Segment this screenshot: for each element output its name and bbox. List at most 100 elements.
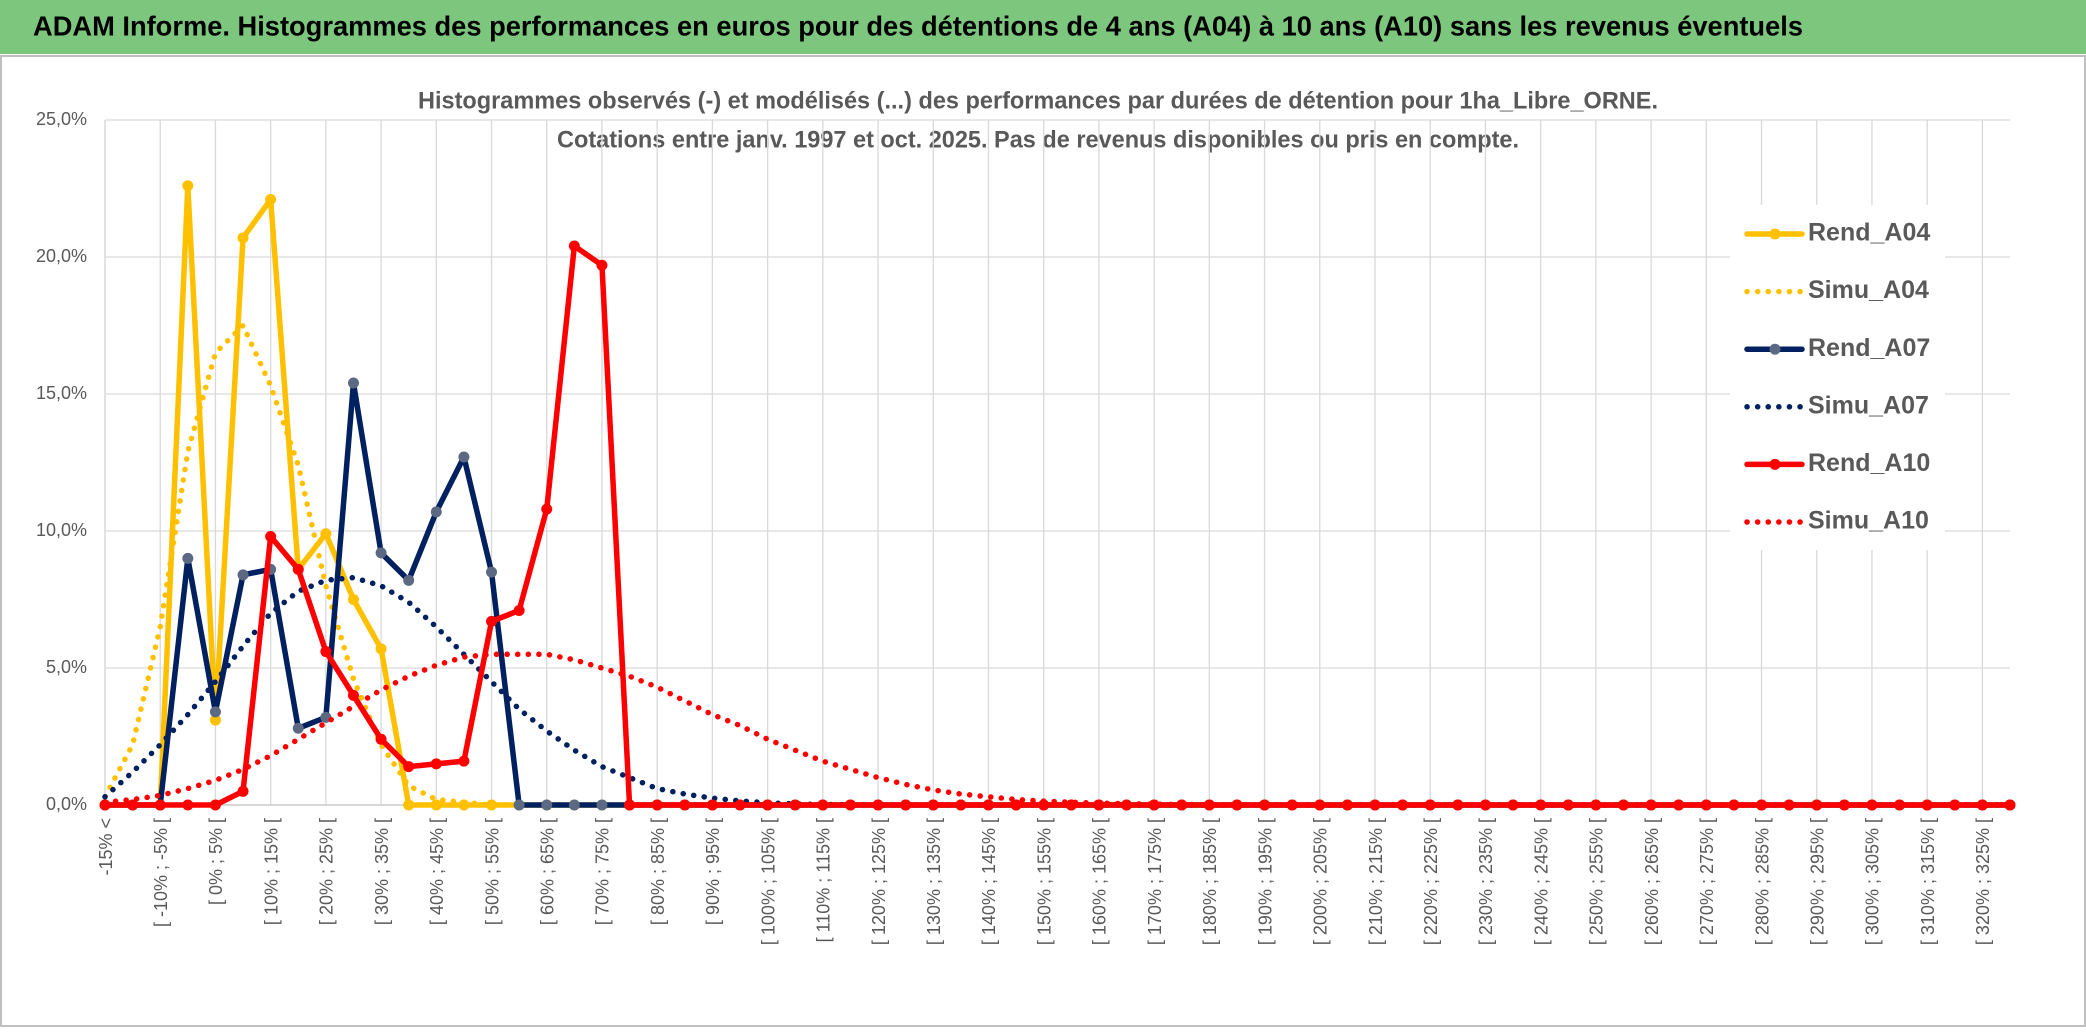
marker [1700, 799, 1712, 811]
marker [237, 785, 249, 797]
marker [1562, 799, 1574, 811]
y-tick-label: 20,0% [36, 246, 87, 266]
marker [403, 799, 415, 811]
marker [430, 758, 442, 770]
legend-box [1730, 205, 1945, 550]
x-tick-label: [ 290% ; 295% [ [1807, 818, 1827, 945]
x-tick-label: [ 30% ; 35% [ [372, 818, 392, 925]
marker [1783, 799, 1795, 811]
marker [651, 799, 663, 811]
marker [596, 799, 608, 811]
x-tick-label: [ 280% ; 285% [ [1752, 818, 1772, 945]
marker [1341, 799, 1353, 811]
marker [237, 232, 249, 244]
marker [1976, 799, 1988, 811]
marker [568, 799, 580, 811]
x-tick-label: [ 150% ; 155% [ [1034, 818, 1054, 945]
y-tick-label: 5,0% [46, 657, 87, 677]
marker [182, 180, 194, 192]
chart-subtitle: Cotations entre janv. 1997 et oct. 2025.… [557, 126, 1519, 153]
marker [513, 799, 525, 811]
marker [817, 799, 829, 811]
marker [347, 594, 359, 605]
x-tick-label: [ 100% ; 105% [ [758, 818, 778, 945]
x-tick-label: [ 40% ; 45% [ [427, 818, 447, 925]
marker [375, 643, 387, 655]
marker [1838, 799, 1850, 811]
x-tick-label: [ 90% ; 95% [ [703, 818, 723, 925]
x-tick-label: [ 320% ; 325% [ [1973, 818, 1993, 945]
x-tick-label: [ 240% ; 245% [ [1531, 818, 1551, 945]
x-tick-label: [ 0% ; 5% [ [206, 818, 226, 905]
x-tick-label: [ 20% ; 25% [ [317, 818, 337, 925]
marker [1617, 799, 1629, 811]
marker [927, 799, 939, 811]
legend-marker [1769, 458, 1781, 470]
marker [1756, 799, 1768, 811]
marker [320, 528, 332, 540]
marker [403, 574, 415, 586]
marker [900, 799, 912, 811]
x-tick-label: [ 120% ; 125% [ [869, 818, 889, 945]
marker [541, 503, 553, 515]
x-tick-label: [ 110% ; 115% [ [814, 818, 834, 942]
marker [734, 799, 746, 811]
marker [292, 563, 304, 575]
x-tick-label: -15% < [96, 818, 116, 876]
marker [320, 646, 332, 658]
x-tick-label: [ 130% ; 135% [ [924, 818, 944, 945]
marker [844, 799, 856, 811]
legend-label: Rend_A10 [1808, 449, 1930, 477]
marker [513, 604, 525, 616]
y-tick-label: 10,0% [36, 520, 87, 540]
marker [430, 799, 442, 811]
marker [706, 799, 718, 811]
marker [209, 799, 221, 811]
x-tick-label: [ 180% ; 185% [ [1200, 818, 1220, 945]
y-tick-label: 25,0% [36, 109, 87, 129]
marker [265, 530, 277, 542]
marker [1921, 799, 1933, 811]
x-tick-label: [ 300% ; 305% [ [1863, 818, 1883, 945]
x-tick-label: [ 200% ; 205% [ [1311, 818, 1331, 945]
legend-label: Rend_A07 [1808, 334, 1930, 362]
marker [1286, 799, 1298, 811]
marker [375, 733, 387, 745]
y-tick-label: 0,0% [46, 794, 87, 814]
legend-label: Simu_A10 [1808, 507, 1929, 535]
marker [1424, 799, 1436, 811]
legend-label: Simu_A04 [1808, 276, 1929, 304]
x-tick-label: [ 210% ; 215% [ [1366, 818, 1386, 945]
marker [127, 799, 139, 811]
legend-label: Simu_A07 [1808, 391, 1929, 419]
marker [182, 799, 194, 811]
x-tick-label: [ 190% ; 195% [ [1255, 818, 1275, 945]
legend-marker [1769, 228, 1781, 240]
marker [624, 799, 636, 811]
marker [872, 799, 884, 811]
marker [955, 799, 967, 811]
x-tick-label: [ -10% ; -5% [ [151, 818, 171, 927]
marker [209, 714, 221, 726]
marker [154, 799, 166, 811]
x-tick-label: [ 70% ; 75% [ [593, 818, 613, 925]
x-tick-label: [ 10% ; 15% [ [261, 818, 281, 925]
title-bar [0, 0, 2086, 54]
marker [486, 566, 498, 578]
x-tick-label: [ 230% ; 235% [ [1476, 818, 1496, 945]
marker [265, 193, 277, 205]
chart-title: ADAM Informe. Histogrammes des performan… [33, 10, 1803, 41]
x-tick-label: [ 140% ; 145% [ [979, 818, 999, 945]
marker [209, 706, 221, 718]
marker [237, 569, 249, 581]
marker [182, 552, 194, 564]
marker [568, 240, 580, 252]
marker [596, 259, 608, 271]
x-tick-label: [ 270% ; 275% [ [1697, 818, 1717, 945]
marker [292, 722, 304, 734]
x-tick-label: [ 250% ; 255% [ [1587, 818, 1607, 945]
marker [982, 799, 994, 811]
marker [1010, 799, 1022, 811]
marker [1369, 799, 1381, 811]
